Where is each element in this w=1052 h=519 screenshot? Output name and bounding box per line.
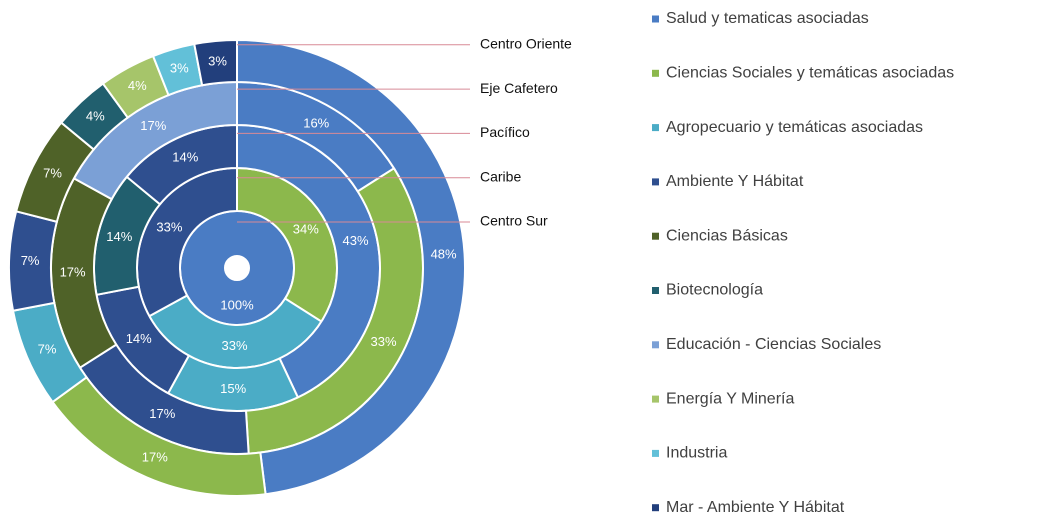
ring-name: Eje Cafetero (480, 80, 558, 96)
segment-label: 14% (126, 331, 152, 346)
legend-marker (652, 15, 659, 23)
segment-label: 14% (106, 229, 132, 244)
segment-label: 15% (220, 381, 246, 396)
legend-marker (652, 69, 659, 77)
legend-text: Ciencias Básicas (666, 227, 788, 244)
segment-label: 34% (293, 222, 319, 237)
segment-label: 3% (170, 61, 189, 76)
segment-label: 14% (172, 150, 198, 165)
ring-name: Centro Oriente (480, 36, 572, 52)
segment-label: 4% (128, 78, 147, 93)
ring-name: Pacífico (480, 124, 530, 140)
segment-label: 4% (86, 109, 105, 124)
legend-text: Salud y tematicas asociadas (666, 10, 869, 27)
segment-label: 7% (21, 253, 40, 268)
legend-text: Agropecuario y temáticas asociadas (666, 119, 923, 136)
legend-text: Ambiente Y Hábitat (666, 173, 804, 190)
ring-name: Caribe (480, 168, 521, 184)
segment-label: 17% (60, 265, 86, 280)
segment-label: 16% (303, 115, 329, 130)
legend-text: Biotecnología (666, 282, 763, 299)
legend-text: Educación - Ciencias Sociales (666, 336, 881, 353)
legend-text: Mar - Ambiente Y Hábitat (666, 499, 845, 516)
segment-label: 33% (156, 219, 182, 234)
ring-segment (193, 38, 238, 87)
segment-label: 7% (43, 165, 62, 180)
legend-marker (652, 504, 659, 512)
legend-marker (652, 341, 659, 349)
legend-text: Energía Y Minería (666, 390, 794, 407)
segment-label: 100% (220, 297, 254, 312)
segment-label: 17% (149, 406, 175, 421)
legend-text: Ciencias Sociales y temáticas asociadas (666, 65, 954, 82)
legend-marker (652, 124, 659, 132)
segment-label: 48% (431, 246, 457, 261)
segment-label: 17% (142, 449, 168, 464)
legend-marker (652, 287, 659, 294)
segment-label: 7% (38, 342, 57, 357)
segment-label: 3% (208, 53, 227, 68)
legend-marker (652, 395, 659, 403)
segment-label: 33% (222, 338, 248, 353)
legend-text: Industria (666, 445, 727, 462)
legend-marker (652, 232, 659, 240)
ring-segment (236, 38, 466, 496)
segment-label: 17% (140, 118, 166, 133)
legend-marker (652, 178, 659, 186)
segment-label: 33% (371, 334, 397, 349)
ring-name: Centro Sur (480, 213, 548, 229)
segment-label: 43% (343, 233, 369, 248)
legend-marker (652, 449, 659, 457)
